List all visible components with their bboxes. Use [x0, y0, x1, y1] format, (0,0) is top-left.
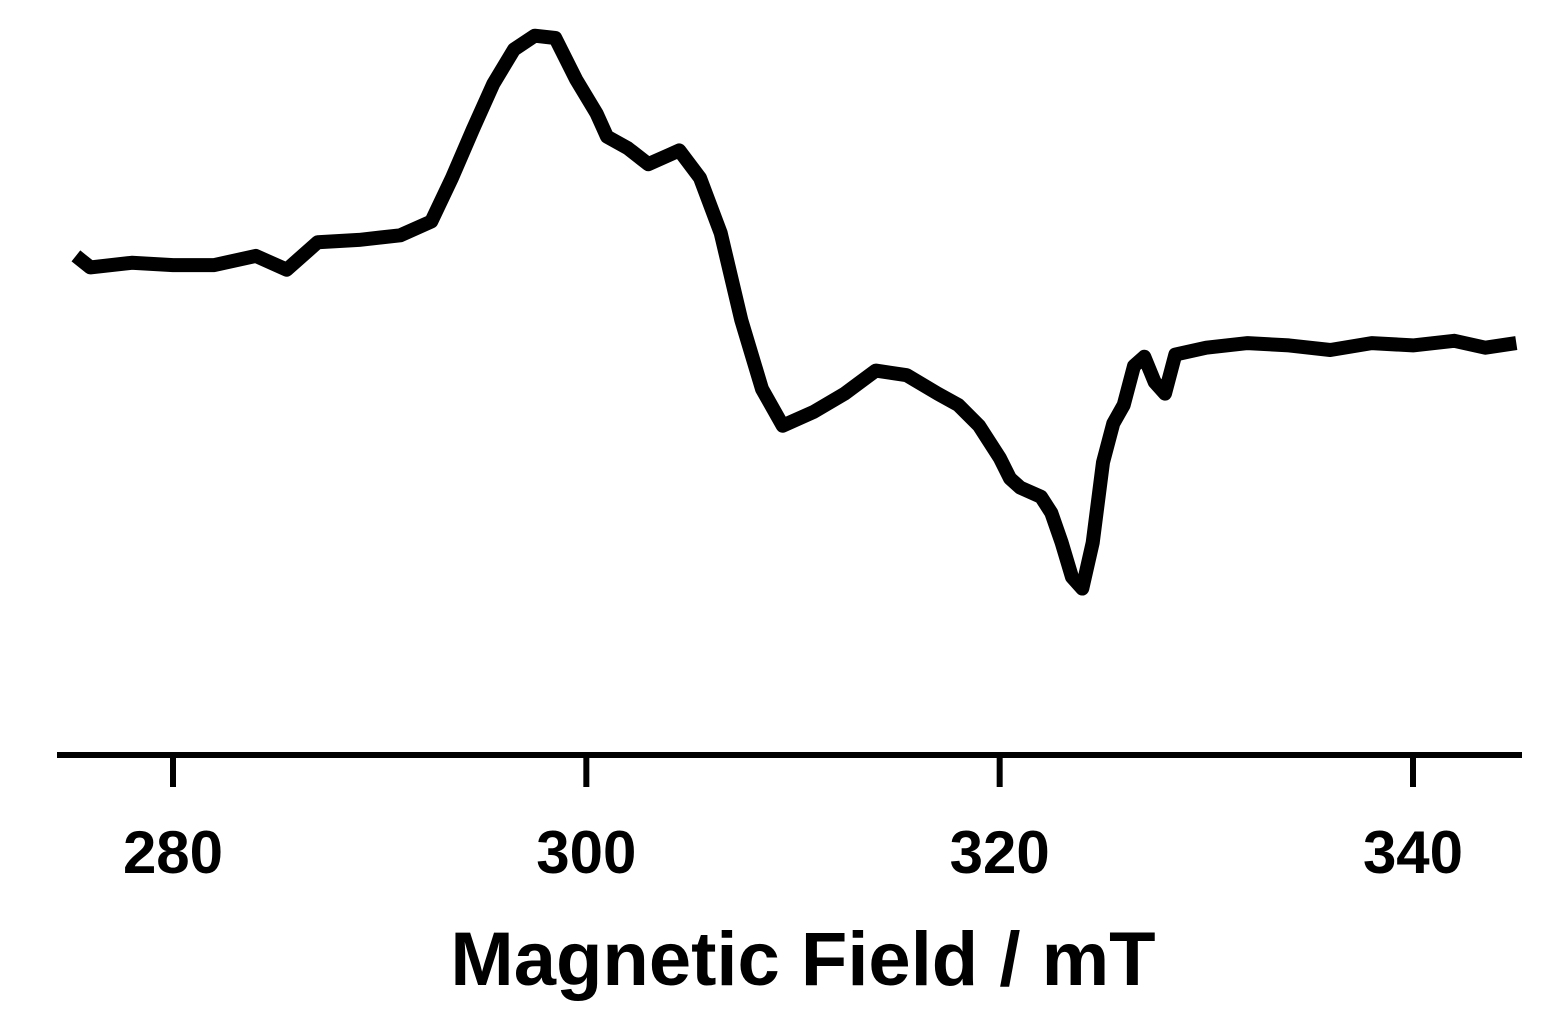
x-tick-label-320: 320	[950, 819, 1050, 886]
plot-area	[71, 28, 1518, 596]
x-tick-label-300: 300	[536, 819, 636, 886]
x-tick-label-280: 280	[123, 819, 223, 886]
x-axis: 280 300 320 340	[57, 752, 1522, 886]
x-tick-label-340: 340	[1363, 819, 1463, 886]
spectrum-line	[71, 28, 1518, 596]
x-axis-title: Magnetic Field / mT	[450, 917, 1155, 1002]
